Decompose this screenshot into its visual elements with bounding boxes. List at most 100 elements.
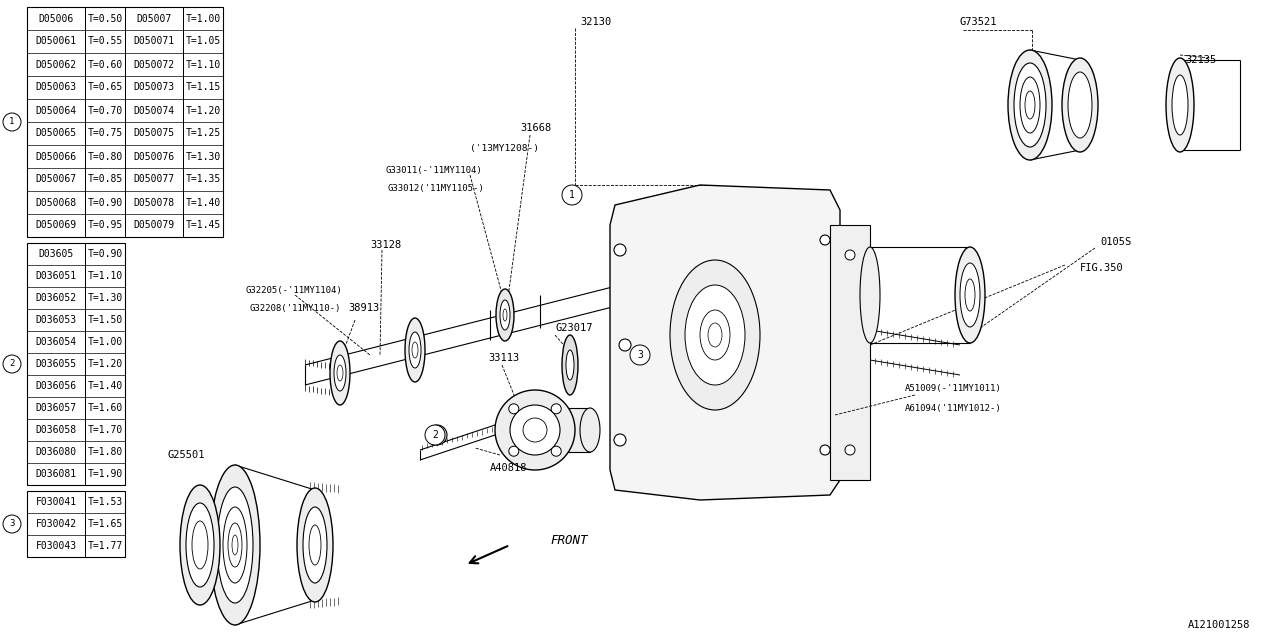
Text: 1: 1	[570, 190, 575, 200]
Text: D036054: D036054	[36, 337, 77, 347]
Text: A40818: A40818	[490, 463, 527, 473]
Text: D050064: D050064	[36, 106, 77, 115]
Ellipse shape	[503, 309, 507, 321]
Text: T=1.30: T=1.30	[87, 293, 123, 303]
Circle shape	[3, 113, 20, 131]
Text: T=0.50: T=0.50	[87, 13, 123, 24]
Bar	[27, 243, 125, 485]
Text: 38913: 38913	[348, 303, 379, 313]
Ellipse shape	[223, 507, 247, 583]
Ellipse shape	[685, 285, 745, 385]
Text: T=1.20: T=1.20	[186, 106, 220, 115]
Ellipse shape	[562, 335, 579, 395]
Text: D036051: D036051	[36, 271, 77, 281]
Text: T=1.10: T=1.10	[87, 271, 123, 281]
Text: T=1.50: T=1.50	[87, 315, 123, 325]
Ellipse shape	[186, 503, 214, 587]
Ellipse shape	[308, 525, 321, 565]
Text: G33011(-'11MY1104): G33011(-'11MY1104)	[385, 166, 481, 175]
Text: T=0.55: T=0.55	[87, 36, 123, 47]
Text: A121001258: A121001258	[1188, 620, 1251, 630]
Text: D036081: D036081	[36, 469, 77, 479]
Ellipse shape	[412, 342, 419, 358]
Text: G25501: G25501	[168, 450, 206, 460]
Ellipse shape	[497, 289, 515, 341]
Text: D050065: D050065	[36, 129, 77, 138]
Text: 32130: 32130	[580, 17, 612, 27]
Text: T=1.40: T=1.40	[87, 381, 123, 391]
Ellipse shape	[820, 235, 829, 245]
Circle shape	[630, 345, 650, 365]
Text: D05007: D05007	[137, 13, 172, 24]
Text: D050067: D050067	[36, 175, 77, 184]
Circle shape	[508, 404, 518, 414]
Text: T=1.00: T=1.00	[87, 337, 123, 347]
Ellipse shape	[337, 365, 343, 381]
Text: D03605: D03605	[38, 249, 74, 259]
Ellipse shape	[428, 425, 447, 445]
Text: 2: 2	[9, 360, 14, 369]
Text: D050062: D050062	[36, 60, 77, 70]
Ellipse shape	[495, 390, 575, 470]
Text: G32205(-'11MY1104): G32205(-'11MY1104)	[246, 285, 343, 294]
Ellipse shape	[228, 523, 242, 567]
Text: 31668: 31668	[520, 123, 552, 133]
Ellipse shape	[404, 318, 425, 382]
Bar	[27, 7, 223, 237]
Text: T=0.80: T=0.80	[87, 152, 123, 161]
Ellipse shape	[614, 434, 626, 446]
Ellipse shape	[614, 244, 626, 256]
Ellipse shape	[860, 247, 881, 343]
Bar	[535, 408, 590, 452]
Ellipse shape	[210, 465, 260, 625]
Ellipse shape	[965, 279, 975, 311]
Circle shape	[552, 404, 561, 414]
Ellipse shape	[1172, 75, 1188, 135]
Text: T=1.77: T=1.77	[87, 541, 123, 551]
Text: D036052: D036052	[36, 293, 77, 303]
Ellipse shape	[303, 507, 326, 583]
Text: D050069: D050069	[36, 221, 77, 230]
Text: D036080: D036080	[36, 447, 77, 457]
Text: G32208('11MY110-): G32208('11MY110-)	[250, 303, 342, 312]
Ellipse shape	[960, 263, 980, 327]
Text: 0105S: 0105S	[1100, 237, 1132, 247]
Ellipse shape	[500, 300, 509, 330]
Text: T=0.70: T=0.70	[87, 106, 123, 115]
Text: D050068: D050068	[36, 198, 77, 207]
Text: 3: 3	[9, 520, 14, 529]
Text: 33113: 33113	[488, 353, 520, 363]
Text: T=1.40: T=1.40	[186, 198, 220, 207]
Text: D050074: D050074	[133, 106, 174, 115]
Bar	[27, 491, 125, 557]
Text: T=1.15: T=1.15	[186, 83, 220, 93]
Ellipse shape	[180, 485, 220, 605]
Ellipse shape	[410, 332, 421, 368]
Text: F030041: F030041	[36, 497, 77, 507]
Circle shape	[3, 515, 20, 533]
Ellipse shape	[1009, 50, 1052, 160]
Ellipse shape	[509, 405, 561, 455]
Ellipse shape	[1062, 58, 1098, 152]
Ellipse shape	[334, 355, 346, 391]
Text: T=0.75: T=0.75	[87, 129, 123, 138]
Circle shape	[562, 185, 582, 205]
Text: T=0.85: T=0.85	[87, 175, 123, 184]
Ellipse shape	[297, 488, 333, 602]
Text: T=1.00: T=1.00	[186, 13, 220, 24]
Ellipse shape	[580, 408, 600, 452]
Text: T=0.95: T=0.95	[87, 221, 123, 230]
Text: 1: 1	[9, 118, 14, 127]
Text: T=0.90: T=0.90	[87, 249, 123, 259]
Text: FRONT: FRONT	[550, 534, 588, 547]
Text: D050079: D050079	[133, 221, 174, 230]
Ellipse shape	[1068, 72, 1092, 138]
Text: G73521: G73521	[960, 17, 997, 27]
Text: A61094('11MY1012-): A61094('11MY1012-)	[905, 403, 1002, 413]
Text: D050063: D050063	[36, 83, 77, 93]
Text: D036053: D036053	[36, 315, 77, 325]
Text: D036058: D036058	[36, 425, 77, 435]
Circle shape	[508, 446, 518, 456]
Text: T=1.53: T=1.53	[87, 497, 123, 507]
Text: T=1.10: T=1.10	[186, 60, 220, 70]
